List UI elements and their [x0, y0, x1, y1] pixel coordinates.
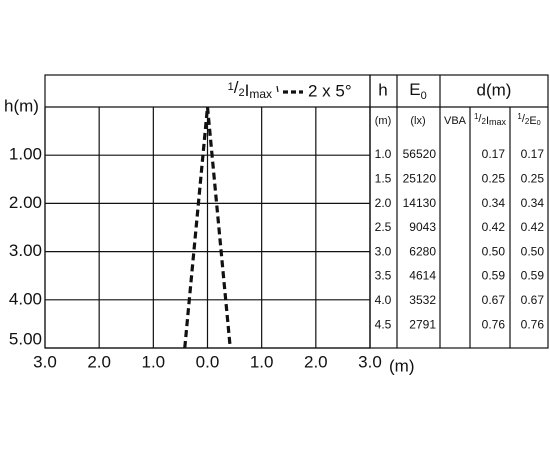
x-tick-label: 1.0	[250, 352, 274, 371]
sub-vba: VBA	[444, 115, 467, 127]
table-cell: 0.76	[521, 317, 545, 331]
legend-title: 1/2Imax	[228, 78, 272, 101]
table-cell: 0.50	[482, 244, 506, 258]
table-cell: 14130	[403, 196, 437, 210]
table-cell: 0.34	[482, 196, 506, 210]
frac-bottom: 2	[481, 117, 486, 126]
table-cell: 2.5	[375, 220, 392, 234]
frac-top: 1	[228, 81, 234, 93]
header-d: d(m)	[477, 80, 512, 99]
y-tick-label: 3.00	[9, 241, 42, 260]
sub-imax: 1/2Imax	[474, 112, 507, 127]
legend-tick	[276, 85, 279, 93]
legend-main: I	[245, 81, 250, 100]
table-cell: 6280	[409, 244, 436, 258]
frac-bottom: 2	[525, 117, 530, 126]
table-cell: 3.0	[375, 244, 392, 258]
frac-slash: /	[234, 78, 239, 97]
y-tick-label: 4.00	[9, 289, 42, 308]
frame	[44, 74, 549, 349]
table-cell: 1.0	[375, 147, 392, 161]
e0-sub: 0	[421, 90, 427, 102]
imax-main: I	[486, 115, 489, 127]
x-tick-label: 2.0	[87, 352, 111, 371]
x-tick-label: 1.0	[142, 352, 166, 371]
table-cell: 0.59	[521, 269, 545, 283]
table: h E0 d(m) (m) (lx) VBA 1/2Imax 1/2E0 1.0…	[375, 80, 545, 331]
table-cell: 2.0	[375, 196, 392, 210]
legend-main-sub: max	[249, 87, 272, 101]
table-cell: 4614	[409, 269, 436, 283]
e-sub: 0	[537, 120, 541, 127]
table-cell: 0.67	[482, 293, 506, 307]
table-cell: 4.5	[375, 317, 392, 331]
sub-e: 1/2E0	[517, 112, 540, 127]
y-tick-label: 5.00	[9, 329, 42, 348]
header-e0: E0	[409, 80, 426, 101]
x-tick-label: 3.0	[33, 352, 57, 371]
table-cell: 0.42	[482, 220, 506, 234]
x-tick-label: 0.0	[196, 352, 220, 371]
frac-slash: /	[522, 113, 526, 125]
table-cell: 25120	[403, 171, 437, 185]
y-axis-label: h(m)	[4, 96, 39, 115]
x-axis-label: (m)	[389, 356, 414, 375]
frac-top: 1	[517, 112, 522, 121]
e0-main: E	[409, 80, 420, 99]
table-cell: 56520	[403, 147, 437, 161]
header-h: h	[378, 80, 387, 99]
y-tick-label: 1.00	[9, 145, 42, 164]
legend-label: 2 x 5°	[308, 81, 352, 100]
e-main: E	[529, 115, 536, 127]
beam-line	[183, 106, 232, 349]
table-cell: 0.67	[521, 293, 545, 307]
table-cell: 1.5	[375, 171, 392, 185]
table-cell: 0.42	[521, 220, 545, 234]
sub-e0-unit: (lx)	[410, 115, 425, 127]
table-cell: 0.34	[521, 196, 545, 210]
frac-top: 1	[474, 112, 479, 121]
table-cell: 3532	[409, 293, 436, 307]
x-tick-label: 3.0	[358, 352, 382, 371]
table-cell: 0.59	[482, 269, 506, 283]
frac-slash: /	[478, 113, 482, 125]
table-cell: 2791	[409, 317, 436, 331]
table-cell: 4.0	[375, 293, 392, 307]
table-cell: 9043	[409, 220, 436, 234]
sub-h-unit: (m)	[375, 115, 392, 127]
x-tick-label: 2.0	[304, 352, 328, 371]
y-tick-label: 2.00	[9, 193, 42, 212]
table-cell: 0.25	[521, 171, 545, 185]
table-cell: 0.50	[521, 244, 545, 258]
table-cell: 0.25	[482, 171, 506, 185]
table-cell: 0.17	[521, 147, 545, 161]
table-cell: 0.17	[482, 147, 506, 161]
table-cell: 3.5	[375, 269, 392, 283]
table-cell: 0.76	[482, 317, 506, 331]
frac-bottom: 2	[238, 87, 244, 99]
imax-sub: max	[489, 117, 507, 127]
